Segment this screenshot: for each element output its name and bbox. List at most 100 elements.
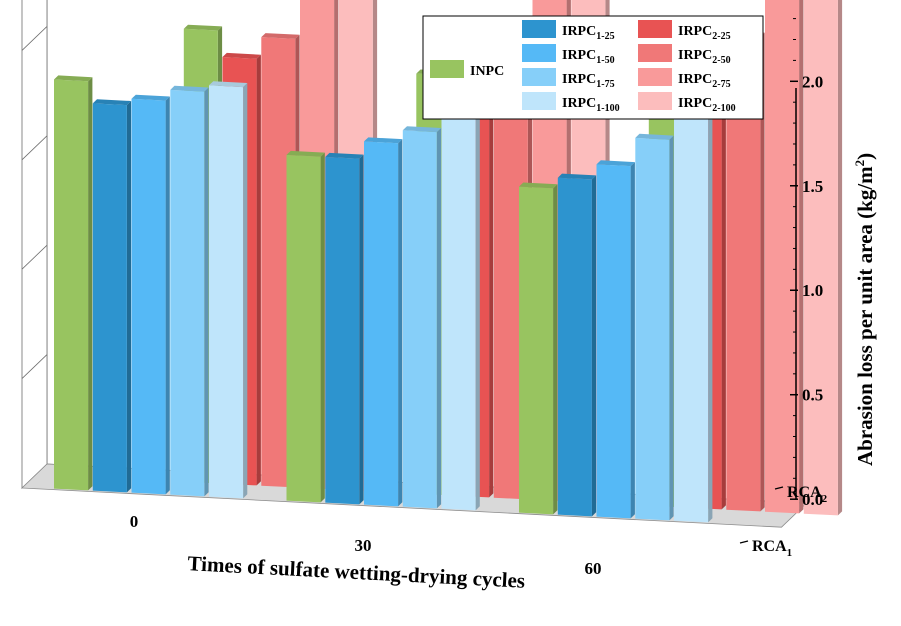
bar-rca2-irpc2-75-c60-side	[799, 0, 804, 514]
legend-label-sub: 1-25	[596, 31, 614, 42]
depth-tick	[739, 540, 749, 544]
x-tick-label: 0	[130, 512, 139, 531]
bar-rca1-irpc1-50-c0-side	[165, 96, 170, 495]
bar-rca1-inpc-c30-front	[286, 154, 321, 503]
bar-rca2-inpc-c0-top	[183, 24, 223, 31]
legend-label: IRPC2-50	[678, 48, 731, 66]
depth-tick-label-base: RCA	[752, 538, 787, 555]
bar-rca1-irpc1-100-c60	[674, 109, 713, 523]
legend-label: IRPC2-75	[678, 72, 731, 90]
bar-rca1-irpc1-25-c30-side	[359, 154, 364, 505]
legend-label: IRPC1-25	[562, 24, 615, 42]
left-wall	[21, 0, 48, 489]
bar-rca1-irpc1-25-c60-side	[591, 175, 597, 517]
bar-rca1-irpc1-25-c30-top	[325, 152, 364, 159]
bar-rca1-irpc1-50-c60-front	[596, 164, 631, 519]
bar-rca1-irpc1-75-c30-front	[402, 130, 437, 509]
bar-rca1-inpc-c30-top	[286, 150, 325, 157]
bar-rca1-inpc-c60-side	[553, 184, 558, 515]
y-tick-label: 1.0	[802, 281, 823, 300]
bar-rca1-irpc1-75-c0-top	[170, 85, 209, 92]
y-axis-title-text: Abrasion loss per unit area (kg/m	[853, 166, 877, 466]
bars-rca1	[54, 75, 713, 523]
bar-rca1-irpc1-100-c0-top	[209, 81, 248, 88]
y-axis-title-sup: 2	[852, 160, 867, 167]
bar-rca1-irpc1-100-c30	[441, 99, 480, 511]
legend-box	[422, 15, 764, 120]
bar-rca1-irpc1-50-c30-front	[364, 141, 399, 507]
left-wall-gridline	[21, 135, 48, 161]
bar-rca1-irpc1-50-c0	[131, 94, 170, 495]
bar-rca2-irpc2-50-c0-top	[261, 33, 300, 39]
bar-rca1-irpc1-50-c30-side	[398, 139, 403, 507]
bar-rca1-irpc1-50-c60-side	[630, 162, 635, 519]
bar-rca1-irpc1-100-c30-side	[475, 101, 480, 511]
legend-label: IRPC1-75	[562, 72, 615, 90]
legend-label-base: IRPC	[678, 48, 712, 63]
legend-swatch	[638, 20, 672, 38]
bar-rca2-irpc2-25-c0-side	[256, 54, 261, 486]
depth-tick	[774, 486, 784, 490]
bar-rca1-irpc1-75-c30	[402, 126, 442, 509]
bar-rca1-irpc1-100-c0	[209, 81, 248, 499]
bar-rca2-irpc2-75-c60-front	[765, 0, 800, 514]
legend-label-base: IRPC	[678, 24, 712, 39]
legend-label: IRPC2-100	[678, 96, 736, 114]
legend-label: IRPC1-50	[562, 48, 615, 66]
bar-rca2-irpc2-75-c60	[765, 0, 804, 514]
legend-swatch	[638, 92, 672, 110]
x-axis-title: Times of sulfate wetting-drying cycles	[187, 551, 526, 593]
legend-label-sub: 2-75	[712, 79, 730, 90]
bar-rca1-inpc-c60-front	[519, 186, 554, 515]
left-wall-gridline	[21, 354, 48, 379]
bar-rca1-irpc1-50-c0-top	[131, 94, 170, 101]
legend-label-sub: 1-50	[596, 55, 614, 66]
legend-label-sub: 2-25	[712, 31, 730, 42]
legend-swatch	[638, 44, 672, 62]
y-tick-label: 1.5	[802, 177, 823, 196]
legend-label-base: IRPC	[562, 48, 596, 63]
bar-rca1-irpc1-50-c30-top	[364, 137, 403, 144]
bar-rca2-irpc2-100-c60-side	[837, 0, 843, 516]
bar-rca1-inpc-c0	[54, 75, 93, 491]
bar-rca1-irpc1-50-c60-top	[596, 160, 635, 167]
y-tick-label: 2.0	[802, 72, 823, 91]
bar-rca2-irpc2-100-c60	[803, 0, 843, 516]
bar-rca1-irpc1-25-c30-front	[325, 156, 360, 505]
legend-swatch	[430, 60, 464, 78]
bar-rca1-irpc1-25-c0-side	[126, 101, 132, 493]
legend-label-base: INPC	[470, 64, 504, 79]
bar-rca1-irpc1-75-c60-side	[669, 135, 674, 521]
bar-rca1-irpc1-100-c60-side	[708, 111, 713, 523]
legend-label-base: IRPC	[678, 72, 712, 87]
bar-rca1-irpc1-75-c0-side	[204, 87, 209, 497]
legend-swatch	[522, 92, 556, 110]
bar-rca1-irpc1-100-c0-front	[209, 85, 244, 499]
bar-rca2-irpc2-25-c0-top	[222, 52, 261, 59]
legend-swatch	[522, 68, 556, 86]
depth-tick-label-sub: 2	[822, 493, 828, 505]
y-tick-label: 0.0	[802, 490, 823, 509]
bar-rca1-inpc-c0-front	[54, 79, 89, 491]
legend-label-sub: 2-100	[712, 103, 735, 114]
bar-rca2-irpc2-25-c30-side	[489, 62, 494, 498]
bar-rca1-irpc1-50-c60	[596, 160, 635, 519]
legend-label-sub: 1-100	[596, 103, 619, 114]
legend-label: IRPC1-100	[562, 96, 620, 114]
legend-label-base: IRPC	[678, 96, 712, 111]
legend-label: INPC	[470, 64, 504, 79]
legend-label-base: IRPC	[562, 72, 596, 87]
bar-rca1-irpc1-75-c60-top	[635, 133, 674, 140]
bar-rca1-irpc1-100-c60-front	[674, 113, 709, 523]
bar-rca1-irpc1-25-c0-front	[92, 103, 127, 493]
y-axis-right: 0.00.51.01.52.02.5Abrasion loss per unit…	[790, 18, 877, 509]
bar-rca1-irpc1-25-c30	[325, 152, 364, 505]
bar-rca2-irpc2-25-c60-side	[721, 54, 726, 510]
legend-swatch	[522, 20, 556, 38]
depth-tick-label: RCA1	[752, 538, 792, 559]
bar-rca1-irpc1-75-c30-side	[436, 128, 442, 509]
bar-rca2-irpc2-50-c60-side	[760, 32, 765, 512]
legend-label-sub: 2-50	[712, 55, 730, 66]
